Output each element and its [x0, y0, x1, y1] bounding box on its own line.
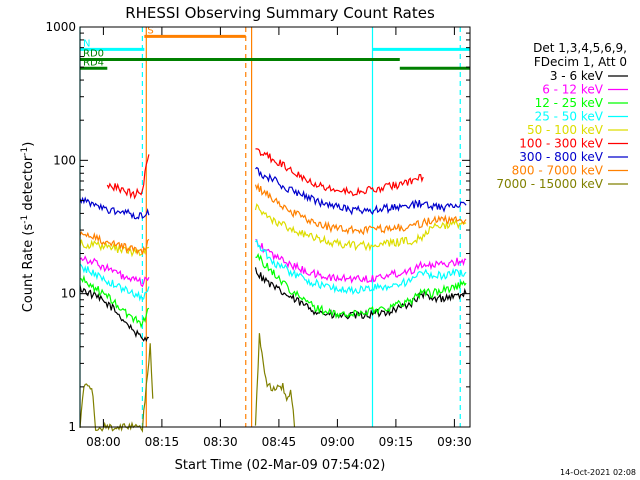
x-tick-label-09-15: 09:15	[379, 435, 414, 449]
series-line-800-7000-kev-1	[254, 182, 467, 236]
legend-label-6-12-kev: 6 - 12 keV	[542, 83, 604, 97]
series-line-25-50-kev-0	[79, 263, 150, 302]
y-axis-label-mid: detector	[21, 155, 36, 215]
series-line-7000-15000-kev-0	[79, 343, 154, 433]
status-bar-label-rd0: RD0	[83, 49, 104, 60]
series-line-12-25-kev-0	[79, 274, 150, 329]
y-axis-label-sup-2: -1	[20, 147, 30, 156]
series-line-800-7000-kev-0	[79, 231, 150, 256]
chart-title: RHESSI Observing Summary Count Rates	[125, 4, 435, 22]
legend-label-300-800-kev: 300 - 800 keV	[519, 150, 603, 164]
legend: Det 1,3,4,5,6,9, FDecim 1, Att 0 3 - 6 k…	[496, 41, 628, 191]
y-tick-label-100: 100	[53, 153, 76, 167]
series-line-50-100-kev-0	[79, 239, 150, 258]
series-line-100-300-kev-1	[255, 148, 424, 197]
status-bar-label-n: N	[83, 38, 90, 49]
legend-label-12-25-kev: 12 - 25 keV	[535, 96, 604, 110]
legend-header-line-2: FDecim 1, Att 0	[534, 55, 627, 69]
y-axis-label-sup: -1	[20, 215, 30, 224]
legend-label-25-50-kev: 25 - 50 keV	[535, 110, 604, 124]
x-tick-label-08-00: 08:00	[86, 435, 121, 449]
y-tick-label-1: 1	[68, 420, 76, 434]
status-bar-label-rd4: RD4	[83, 57, 104, 68]
axis-ticks: 08:00 08:15 08:30 08:45 09:00 09:15 09:30 1 10 10…	[45, 20, 471, 449]
legend-label-50-100-kev: 50 - 100 keV	[527, 123, 604, 137]
x-tick-label-08-30: 08:30	[203, 435, 238, 449]
legend-label-100-300-kev: 100 - 300 keV	[519, 137, 603, 151]
series-line-7000-15000-kev-1	[254, 333, 296, 428]
series-line-25-50-kev-1	[255, 238, 467, 296]
x-tick-label-08-45: 08:45	[262, 435, 297, 449]
x-axis-label: Start Time (02-Mar-09 07:54:02)	[175, 458, 386, 473]
y-tick-label-10: 10	[61, 287, 76, 301]
y-tick-label-1000: 1000	[45, 20, 76, 34]
series-line-6-12-kev-1	[255, 238, 467, 284]
series-line-6-12-kev-0	[79, 255, 150, 288]
series-line-3-6-kev-0	[79, 285, 149, 342]
plot-frame	[79, 26, 471, 428]
status-bar-label-s: S	[147, 25, 153, 36]
timestamp: 14-Oct-2021 02:08	[560, 468, 636, 477]
legend-label-800-7000-kev: 800 - 7000 keV	[512, 164, 604, 178]
series-line-12-25-kev-1	[255, 252, 467, 320]
legend-label-7000-15000-kev: 7000 - 15000 keV	[496, 177, 603, 191]
legend-header-line-1: Det 1,3,4,5,6,9,	[533, 41, 627, 55]
y-axis-label: Count Rate (s-1 detector-1)	[20, 142, 36, 313]
x-tick-label-09-00: 09:00	[320, 435, 355, 449]
series-line-300-800-kev-0	[79, 196, 150, 220]
series-lines	[79, 148, 467, 433]
y-axis-label-close: )	[21, 142, 36, 147]
legend-label-3-6-kev: 3 - 6 keV	[550, 69, 604, 83]
x-tick-label-08-15: 08:15	[145, 435, 180, 449]
y-axis-label-main: Count Rate (s	[21, 224, 36, 313]
series-line-300-800-kev-1	[255, 166, 467, 216]
series-line-50-100-kev-1	[254, 203, 467, 252]
series-line-100-300-kev-0	[106, 154, 150, 200]
x-tick-label-09-30: 09:30	[437, 435, 472, 449]
